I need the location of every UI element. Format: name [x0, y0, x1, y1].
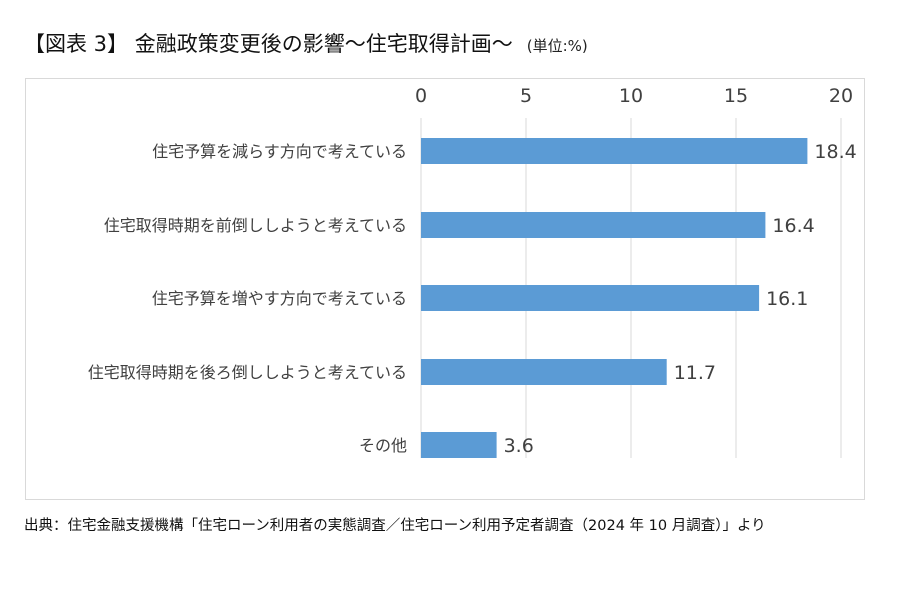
x-tick-label: 15 — [724, 85, 748, 107]
data-label: 18.4 — [814, 141, 856, 163]
unit-label: (単位:%) — [526, 37, 588, 55]
x-tick-label: 5 — [520, 85, 532, 107]
bar — [421, 359, 667, 385]
category-label: 住宅予算を増やす方向で考えている — [152, 289, 407, 308]
category-label: 住宅予算を減らす方向で考えている — [152, 142, 407, 161]
source-note: 出典：住宅金融支援機構「住宅ローン利用者の実態調査／住宅ローン利用予定者調査（2… — [24, 518, 766, 534]
data-label: 16.1 — [766, 288, 808, 310]
x-tick-label: 20 — [829, 85, 853, 107]
chart-frame — [25, 78, 865, 500]
chart-title: 【図表 3】 金融政策変更後の影響～住宅取得計画～ (単位:%) — [24, 28, 588, 58]
data-label: 3.6 — [504, 435, 534, 457]
bar — [421, 138, 808, 164]
x-tick-label: 0 — [415, 85, 427, 107]
bar — [421, 212, 766, 238]
category-label: その他 — [359, 436, 407, 455]
category-label: 住宅取得時期を前倒ししようと考えている — [104, 216, 407, 235]
chart-title-text: 【図表 3】 金融政策変更後の影響～住宅取得計画～ — [24, 32, 513, 56]
data-label: 11.7 — [674, 362, 716, 384]
bar — [421, 285, 760, 311]
x-tick-label: 10 — [619, 85, 643, 107]
category-label: 住宅取得時期を後ろ倒ししようと考えている — [88, 363, 407, 382]
bar — [421, 432, 497, 458]
data-label: 16.4 — [772, 215, 814, 237]
